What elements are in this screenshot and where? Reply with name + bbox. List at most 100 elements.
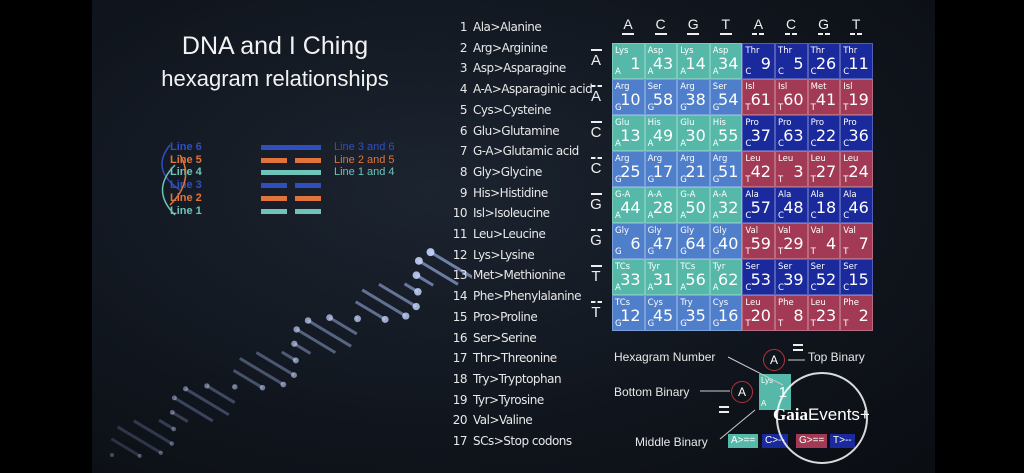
amino-acid-number: 6: [459, 123, 468, 138]
cell-codon: C: [843, 67, 850, 77]
row-overline: [590, 193, 602, 195]
cell-hexagram-number: 7: [858, 234, 869, 253]
helix-node: [280, 381, 287, 388]
top-letter-circle: A: [763, 349, 785, 371]
cell-amino-acid: Ala: [778, 190, 792, 200]
cell-codon: T: [810, 175, 816, 185]
cell-amino-acid: Ala: [843, 190, 857, 200]
cell-hexagram-number: 20: [750, 306, 771, 325]
cell-codon: A: [680, 139, 687, 149]
cell-amino-acid: Thr: [778, 46, 793, 56]
column-header: G: [677, 16, 709, 35]
column-letter: G: [687, 16, 699, 32]
cell-hexagram-number: 63: [783, 126, 804, 145]
cell-amino-acid: Pro: [745, 118, 759, 128]
grid-cell: Gly 47 G: [644, 223, 678, 259]
cell-amino-acid: Arg: [680, 82, 695, 92]
grid-cell: Isl 19 T: [840, 79, 873, 115]
helix-node: [158, 450, 164, 455]
amino-acid-number: 17: [452, 434, 468, 448]
grid-cell: Asp 43 A: [644, 43, 678, 79]
helix-rung: [293, 342, 312, 355]
amino-acid-number: 18: [452, 371, 468, 386]
amino-acid-name: Leu>Leucine: [473, 227, 546, 241]
cell-codon: A: [712, 211, 719, 221]
cell-hexagram-number: 18: [815, 198, 837, 217]
helix-rung: [206, 384, 236, 404]
cell-codon: G: [615, 175, 622, 185]
grid-cell: Gly 64 G: [677, 223, 710, 259]
cell-amino-acid: Lys: [680, 46, 694, 56]
cell-hexagram-number: 26: [815, 54, 837, 73]
cell-amino-acid: G-A: [615, 190, 631, 200]
grid-cell: His 55 A: [709, 115, 743, 151]
amino-acid-number: 3: [459, 61, 468, 76]
cell-codon: C: [843, 283, 850, 293]
cell-amino-acid: A-A: [647, 190, 662, 200]
grid-cell: G-A 50 A: [677, 187, 710, 223]
cell-amino-acid: Cys: [712, 298, 729, 308]
helix-node: [412, 271, 421, 279]
grid-cell: Arg 21 G: [677, 151, 710, 187]
key-cell-codon: A: [761, 399, 767, 408]
cell-amino-acid: Isl: [778, 82, 788, 92]
cell-amino-acid: Isl: [843, 82, 853, 92]
cell-amino-acid: Glu: [680, 118, 695, 128]
cell-codon: A: [647, 283, 654, 293]
grid-cell: Arg 25 G: [612, 151, 645, 187]
cell-amino-acid: Met: [810, 82, 827, 92]
grid-cell: Thr 11 C: [840, 43, 873, 79]
cell-codon: A: [680, 67, 687, 77]
grid-cell: Isl 60 T: [775, 79, 808, 115]
watermark-suffix: Events+: [807, 405, 870, 424]
cell-amino-acid: Leu: [745, 298, 761, 308]
cell-hexagram-number: 39: [783, 270, 804, 289]
cell-amino-acid: Phe: [778, 298, 794, 308]
grid-cell: Ser 15 C: [840, 259, 873, 295]
cell-amino-acid: Arg: [712, 154, 728, 164]
grid-cell: Cys 16 G: [709, 295, 743, 331]
cell-hexagram-number: 8: [793, 306, 804, 325]
cell-hexagram-number: 47: [652, 234, 674, 253]
cell-codon: C: [810, 67, 817, 77]
cell-hexagram-number: 48: [783, 198, 804, 217]
cell-codon: A: [680, 283, 687, 293]
cell-amino-acid: Val: [843, 226, 856, 236]
cell-hexagram-number: 62: [718, 270, 739, 289]
helix-rung: [307, 319, 352, 348]
amino-acid-name: Cys>Cysteine: [473, 102, 551, 117]
middle-binary-label: Middle Binary: [635, 435, 708, 449]
grid-cell: Cys 45 G: [644, 295, 678, 331]
grid-cell: Arg 17 G: [644, 151, 678, 187]
helix-node: [326, 314, 333, 322]
column-header: A: [742, 16, 774, 35]
cell-hexagram-number: 42: [750, 162, 771, 181]
cell-codon: G: [647, 319, 655, 329]
cell-codon: T: [745, 175, 751, 185]
yin-line: [295, 157, 321, 163]
cell-amino-acid: TCs: [615, 298, 631, 308]
cell-amino-acid: Tyr: [712, 262, 726, 272]
helix-node: [169, 441, 175, 446]
cell-codon: G: [647, 103, 655, 113]
row-letter: T: [591, 304, 601, 321]
helix-rung: [429, 250, 472, 279]
cell-amino-acid: Leu: [810, 298, 826, 308]
grid-cell: Tyr 31 A: [644, 259, 678, 295]
amino-acid-number: 14: [452, 289, 468, 304]
column-underline: [817, 33, 830, 35]
cell-codon: C: [778, 283, 784, 293]
amino-acid-number: 5: [459, 102, 468, 117]
helix-rung: [295, 328, 337, 354]
cell-codon: C: [745, 139, 752, 149]
cell-amino-acid: Asp: [712, 46, 729, 56]
cell-amino-acid: G-A: [680, 190, 696, 200]
yin-line: [261, 195, 287, 201]
cell-amino-acid: Tyr: [647, 262, 660, 272]
amino-acid-item: 12 Lys>Lysine: [445, 248, 535, 262]
cell-amino-acid: Try: [680, 298, 693, 308]
bottom-letter-circle: A: [731, 381, 753, 403]
cell-amino-acid: Isl: [745, 82, 755, 92]
cell-codon: C: [843, 139, 850, 149]
helix-node: [232, 384, 238, 390]
